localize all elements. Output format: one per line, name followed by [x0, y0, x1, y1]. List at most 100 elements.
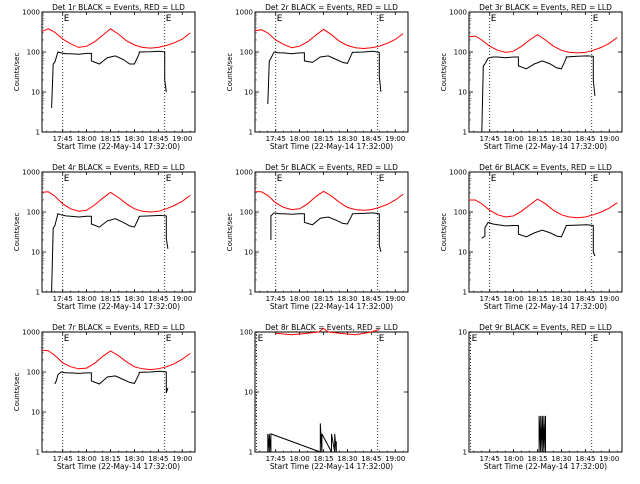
y-tick-label: 100: [454, 49, 467, 57]
y-tick-label: 10: [458, 89, 467, 97]
chart-title: Det 4r BLACK = Events, RED = LLD: [52, 163, 185, 172]
y-tick-label: 1000: [22, 169, 40, 177]
x-axis-label: Start Time (22-May-14 17:32:00): [484, 142, 607, 151]
x-tick-label: 19:00: [385, 295, 405, 303]
y-tick-label: 100: [27, 49, 40, 57]
x-tick-label: 17:45: [480, 135, 500, 143]
y-tick-label: 10: [458, 249, 467, 257]
y-tick-label: 10: [244, 89, 253, 97]
x-tick-label: 18:45: [148, 295, 168, 303]
y-tick-label: 10: [31, 409, 40, 417]
x-tick-label: 18:15: [100, 295, 120, 303]
plot-frame: [41, 171, 196, 293]
events-series-line: [481, 221, 596, 257]
chart-title: Det 5r BLACK = Events, RED = LLD: [265, 163, 398, 172]
chart-panel-5: Det 5r BLACK = Events, RED = LLD 17:45 18:…: [226, 163, 409, 311]
x-tick-label: 19:00: [172, 455, 192, 463]
event-marker-label: E: [258, 334, 264, 344]
y-tick-label: 1000: [235, 9, 253, 17]
x-tick-label: 18:15: [527, 295, 547, 303]
x-tick-label: 19:00: [599, 455, 619, 463]
event-marker-label: E: [166, 14, 172, 24]
x-tick-label: 18:30: [551, 135, 571, 143]
x-tick-label: 18:30: [337, 295, 357, 303]
lld-series-line: [41, 191, 191, 213]
y-tick-label: 1000: [22, 9, 40, 17]
events-series-line: [270, 212, 382, 253]
event-marker-label: E: [472, 334, 478, 344]
event-marker-label: E: [166, 174, 172, 184]
x-tick-label: 18:00: [504, 135, 524, 143]
x-tick-label: 17:45: [480, 455, 500, 463]
y-axis-label: Counts/sec: [226, 53, 234, 92]
y-axis-label: Counts/sec: [13, 213, 21, 252]
x-tick-label: 17:45: [266, 455, 286, 463]
x-tick-label: 18:30: [337, 455, 357, 463]
x-tick-label: 18:30: [337, 135, 357, 143]
y-tick-label: 100: [27, 209, 40, 217]
events-series-line: [267, 423, 337, 453]
x-tick-label: 18:00: [77, 135, 97, 143]
y-tick-label: 100: [240, 329, 253, 337]
y-tick-label: 10: [31, 249, 40, 257]
event-marker-label: E: [277, 14, 283, 24]
lld-series-line: [254, 28, 404, 50]
chart-title: Det 2r BLACK = Events, RED = LLD: [265, 3, 398, 12]
x-axis-label: Start Time (22-May-14 17:32:00): [57, 142, 180, 151]
x-tick-label: 18:45: [575, 295, 595, 303]
y-tick-label: 1000: [235, 169, 253, 177]
chart-title: Det 7r BLACK = Events, RED = LLD: [52, 323, 185, 332]
event-marker-label: E: [379, 334, 385, 344]
events-series-line: [538, 415, 546, 453]
x-tick-label: 18:45: [575, 135, 595, 143]
y-tick-label: 1000: [449, 169, 467, 177]
plot-frame: [468, 171, 623, 293]
x-axis-label: Start Time (22-May-14 17:32:00): [57, 302, 180, 311]
event-marker-label: E: [593, 174, 599, 184]
x-tick-label: 18:30: [124, 295, 144, 303]
x-tick-label: 17:45: [266, 295, 286, 303]
lld-series-line: [41, 349, 191, 371]
y-tick-label: 1: [249, 129, 253, 137]
y-tick-label: 10: [244, 249, 253, 257]
chart-title: Det 1r BLACK = Events, RED = LLD: [52, 3, 185, 12]
y-axis-label: Counts/sec: [13, 373, 21, 412]
x-tick-label: 19:00: [172, 295, 192, 303]
x-tick-label: 18:00: [290, 455, 310, 463]
x-tick-label: 18:00: [504, 455, 524, 463]
chart-title: Det 8r BLACK = Events, RED = LLD: [265, 323, 398, 332]
lld-series-line: [469, 198, 618, 219]
x-tick-label: 19:00: [385, 135, 405, 143]
x-axis-label: Start Time (22-May-14 17:32:00): [484, 462, 607, 471]
y-axis-label: Counts/sec: [13, 53, 21, 92]
x-tick-label: 19:00: [172, 135, 192, 143]
chart-panel-1: Det 1r BLACK = Events, RED = LLD 17:45 18:…: [13, 3, 196, 151]
event-marker-label: E: [593, 334, 599, 344]
x-tick-label: 18:00: [290, 135, 310, 143]
x-axis-label: Start Time (22-May-14 17:32:00): [270, 462, 393, 471]
x-tick-label: 18:45: [361, 135, 381, 143]
plot-frame: [254, 11, 409, 133]
event-marker-label: E: [491, 174, 497, 184]
x-tick-label: 18:45: [361, 455, 381, 463]
chart-title: Det 3r BLACK = Events, RED = LLD: [479, 3, 612, 12]
x-tick-label: 18:15: [313, 295, 333, 303]
y-tick-label: 1000: [449, 9, 467, 17]
x-tick-label: 18:15: [527, 455, 547, 463]
x-tick-label: 17:45: [53, 295, 73, 303]
events-series-line: [51, 213, 169, 293]
chart-panel-3: Det 3r BLACK = Events, RED = LLD 17:45 18:…: [440, 3, 623, 151]
y-tick-label: 1: [36, 129, 40, 137]
x-tick-label: 18:45: [361, 295, 381, 303]
y-axis-label: Counts/sec: [440, 213, 448, 252]
x-tick-label: 19:00: [385, 455, 405, 463]
y-tick-label: 1: [36, 449, 40, 457]
x-tick-label: 19:00: [599, 135, 619, 143]
x-tick-label: 18:15: [527, 135, 547, 143]
x-tick-label: 18:00: [504, 295, 524, 303]
x-tick-label: 18:00: [77, 295, 97, 303]
event-marker-label: E: [64, 334, 70, 344]
events-series-line: [481, 55, 596, 133]
x-tick-label: 18:30: [551, 295, 571, 303]
y-tick-label: 100: [27, 369, 40, 377]
